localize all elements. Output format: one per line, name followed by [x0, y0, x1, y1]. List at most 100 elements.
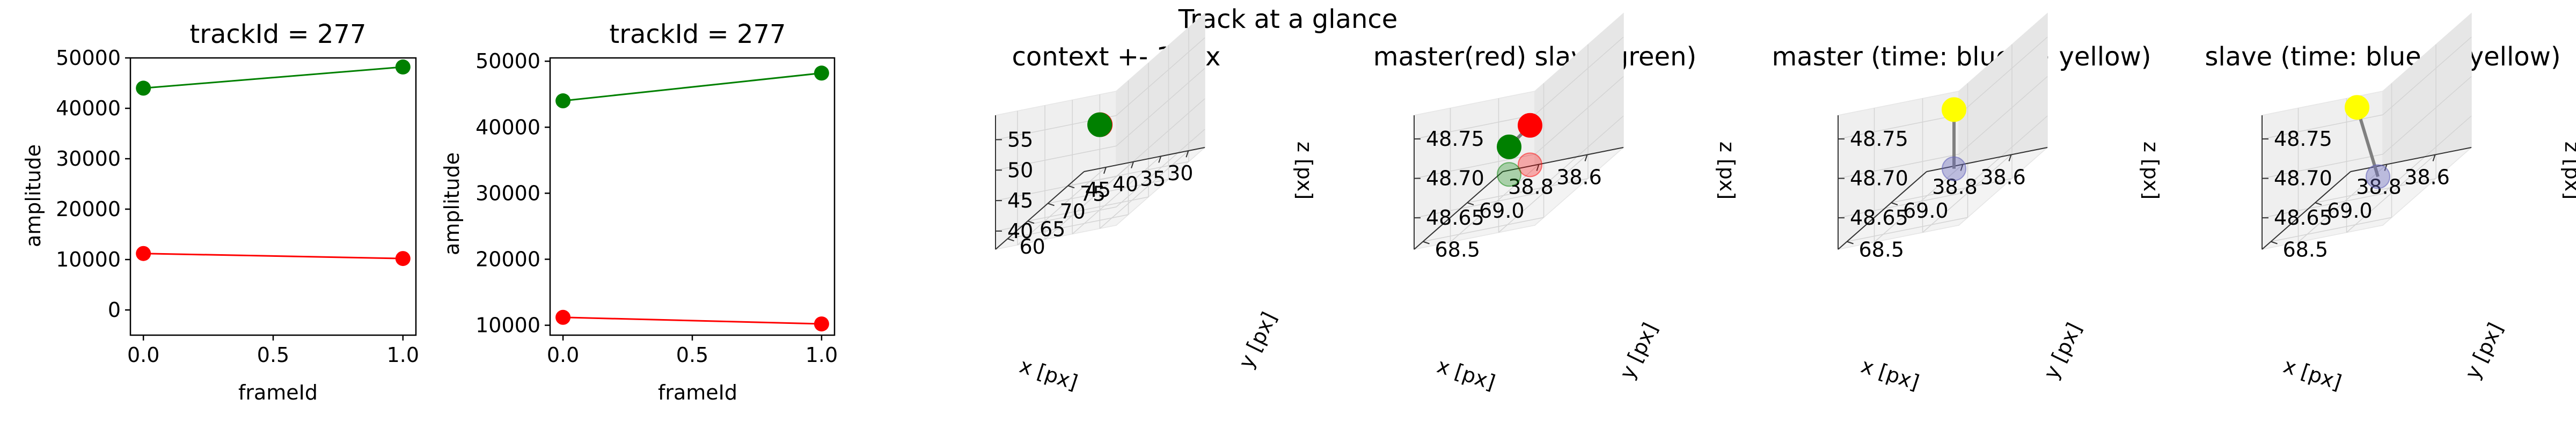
- panel-1-series-1-point: [395, 59, 411, 75]
- panel-5-ylabel: y [px]: [2039, 319, 2086, 383]
- panel-3-ztick-label: 50: [1007, 158, 1033, 182]
- panel-1-ylabel: amplitude: [21, 144, 45, 247]
- panel-4-grid-y: [1423, 217, 1544, 242]
- panel-3-xtick: [1185, 150, 1189, 158]
- panel-5-title: master (time: blue -> yellow): [1772, 42, 2151, 72]
- panel-3-ytick: [1007, 238, 1014, 242]
- panel-6-grid-z: [2262, 193, 2383, 218]
- panel-6-ytick: [2271, 241, 2278, 245]
- panel-4-zlabel: z [px]: [1715, 142, 1739, 199]
- panel-6-grid-z: [2382, 76, 2472, 155]
- panel-5-ytick: [1847, 241, 1854, 245]
- panel-1-series-1-point: [136, 80, 151, 96]
- panel-5-point: [1942, 156, 1966, 181]
- panel-1-xtick-label: 1.0: [387, 343, 419, 367]
- panel-4-ytick: [1467, 202, 1474, 205]
- panel-3-ytick: [1027, 220, 1035, 224]
- panel-5-ytick-label: 69.0: [1903, 199, 1949, 223]
- panel-6: slave (time: blue -> yellow) x [px] y [p…: [2205, 42, 2576, 395]
- panel-3-ytick-label: 70: [1060, 199, 1086, 223]
- panel-5-grid-x: [1874, 164, 1963, 243]
- panel-6-y-axis: [2262, 171, 2351, 250]
- panel-2-series-2-point: [814, 316, 829, 332]
- panel-5-y-axis: [1838, 171, 1927, 250]
- panel-1-ytick-label: 50000: [56, 46, 121, 70]
- panel-3-ztick-label: 40: [1007, 219, 1033, 243]
- panel-6-title: slave (time: blue -> yellow): [2205, 42, 2560, 72]
- panel-4-title: master(red) slave(green): [1373, 42, 1696, 72]
- panel-2-series-2-line: [563, 316, 822, 325]
- panel-3-ytick-label: 75: [1080, 182, 1106, 205]
- panel-3-xtick: [1131, 161, 1134, 168]
- panel-6-grid-x: [2298, 164, 2387, 243]
- panel-3-ytick: [1067, 185, 1075, 189]
- panel-4-plot: 38.638.8 68.5 69.048.65 48.70 48.75: [1413, 12, 1625, 262]
- panel-4-grid-y: [1467, 178, 1589, 203]
- panel-2-series-1-point: [814, 65, 829, 81]
- panel-5-xtick: [1960, 164, 1964, 171]
- panel-1-series-2-point: [136, 246, 151, 261]
- panel-4-grid-x: [1498, 154, 1587, 233]
- panel-4-xtick-label: 38.8: [1508, 175, 1554, 199]
- panel-1-series-2-point: [395, 251, 411, 267]
- panel-3-ytick-label: 65: [1040, 217, 1065, 241]
- panel-2-ytick-label: 30000: [475, 181, 540, 205]
- panel-4-grid-z: [1414, 114, 1535, 139]
- panel-4-ytick-label: 69.0: [1479, 199, 1525, 223]
- panel-3-xtick-label: 30: [1167, 161, 1193, 185]
- panel-6-ytick-label: 68.5: [2283, 238, 2329, 262]
- panel-4-ztick-label: 48.75: [1426, 127, 1484, 151]
- panel-3-ytick-label: 60: [1020, 235, 1045, 258]
- panel-4-point: [1518, 113, 1542, 138]
- panel-5-plot: 38.638.8 68.5 69.048.65 48.70 48.75: [1836, 12, 2049, 262]
- panel-5-xtick: [2008, 154, 2012, 161]
- panel-1-ytick-label: 10000: [56, 248, 121, 271]
- panel-6-ztick-label: 48.75: [2274, 127, 2332, 151]
- panel-2-ytick-label: 10000: [475, 314, 540, 337]
- panel-3-ztick-label: 45: [1007, 189, 1033, 212]
- panel-4-ytick-label: 68.5: [1435, 238, 1481, 262]
- panel-2-ytick-label: 40000: [475, 115, 540, 139]
- panel-4-point: [1518, 152, 1542, 177]
- panel-2: trackId = 277 frameId amplitude: [440, 19, 786, 404]
- panel-3-y-axis: [995, 171, 1085, 250]
- panel-6-grid-x: [2346, 154, 2435, 233]
- panel-1-xtick-label: 0.0: [127, 343, 159, 367]
- panel-4-grid-x: [1450, 164, 1539, 243]
- panel-2-axes-frame: [549, 57, 836, 336]
- panel-4-ztick-label: 48.65: [1426, 206, 1484, 230]
- panel-6-zlabel: z [px]: [2560, 142, 2576, 199]
- panel-5-xtick-label: 38.6: [1980, 166, 2026, 189]
- panel-5-grid-z: [1958, 36, 2048, 115]
- panel-6-grid-z: [2262, 153, 2383, 179]
- panel-2-ylabel: amplitude: [440, 152, 464, 255]
- panel-4-grid-z: [1534, 36, 1624, 115]
- panel-3-grid-x: [1017, 167, 1107, 246]
- panel-5-grid-x: [1922, 154, 2011, 233]
- panel-5-ztick-label: 48.65: [1850, 206, 1908, 230]
- panel-6-ytick: [2315, 202, 2322, 205]
- panel-5-grid-z: [1838, 114, 1959, 139]
- panel-2-plot: 0.0 0.5 1.0 10000 20000 30000 40000 50000: [475, 49, 838, 367]
- panel-3-x-axis: [1084, 147, 1205, 172]
- panel-1-xtick-label: 0.5: [257, 343, 289, 367]
- panel-4-x-axis: [1502, 147, 1624, 172]
- panel-2-series-2-point: [555, 309, 571, 325]
- panel-5-xtick-label: 38.8: [1932, 175, 1978, 199]
- panel-3-grid-z: [1116, 129, 1205, 208]
- panel-6-grid-y: [2315, 178, 2436, 203]
- panel-4-ztick-label: 48.70: [1426, 167, 1484, 190]
- panel-3-xtick-label: 40: [1113, 173, 1138, 196]
- panel-1-title: trackId = 277: [189, 19, 366, 49]
- panel-2-xlabel: frameId: [658, 381, 737, 404]
- panel-4-xtick: [1536, 164, 1540, 171]
- panel-4-xlabel: x [px]: [1435, 354, 1498, 395]
- panel-6-ylabel: y [px]: [2460, 319, 2507, 383]
- panel-3-grid-z: [1116, 98, 1205, 177]
- panel-3-xlabel: x [px]: [1017, 354, 1081, 395]
- panel-6-xtick: [2432, 154, 2436, 161]
- panel-4-grid-z: [1414, 153, 1535, 179]
- panel-6-plot: 38.638.8 68.5 69.048.65 48.70 48.75: [2260, 12, 2473, 262]
